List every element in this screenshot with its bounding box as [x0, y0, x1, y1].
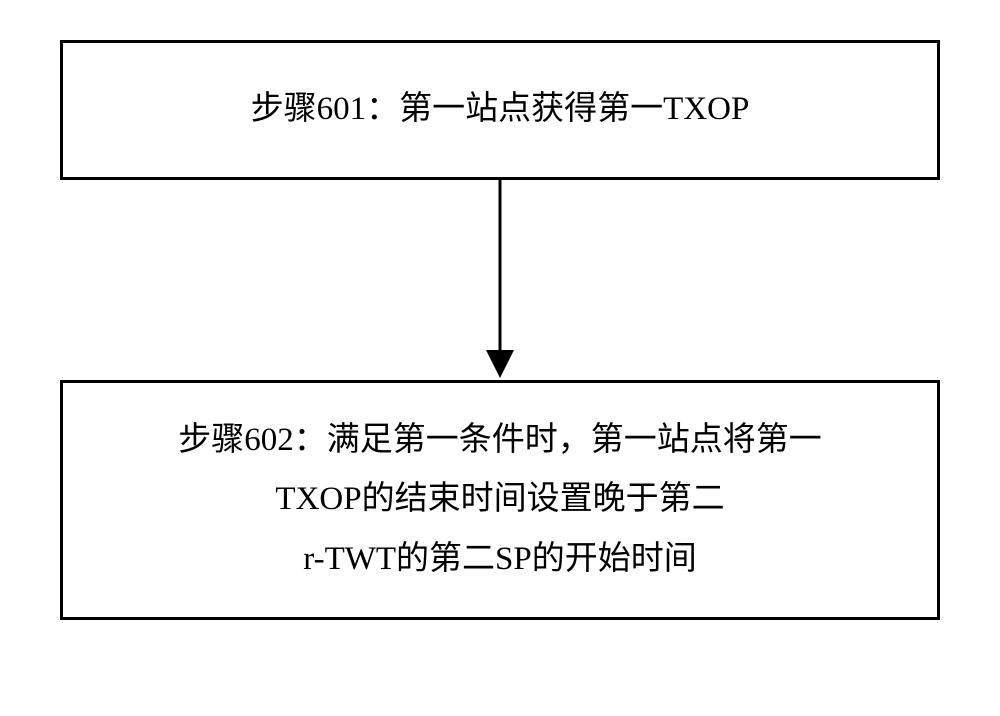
step602-text: 步骤602：满足第一条件时，第一站点将第一 TXOP的结束时间设置晚于第二 r-… [178, 411, 822, 589]
step602-line3: r-TWT的第二SP的开始时间 [303, 541, 697, 577]
flowchart-container: 步骤601：第一站点获得第一TXOP 步骤602：满足第一条件时，第一站点将第一… [60, 40, 940, 620]
step602-line1: 步骤602：满足第一条件时，第一站点将第一 [178, 422, 822, 458]
arrow-head-icon [486, 350, 514, 378]
arrow-line [499, 180, 502, 350]
flowchart-node-step602: 步骤602：满足第一条件时，第一站点将第一 TXOP的结束时间设置晚于第二 r-… [60, 380, 940, 620]
flowchart-node-step601: 步骤601：第一站点获得第一TXOP [60, 40, 940, 180]
step601-text: 步骤601：第一站点获得第一TXOP [251, 80, 750, 139]
step602-line2: TXOP的结束时间设置晚于第二 [275, 481, 724, 517]
flowchart-edge [60, 180, 940, 380]
